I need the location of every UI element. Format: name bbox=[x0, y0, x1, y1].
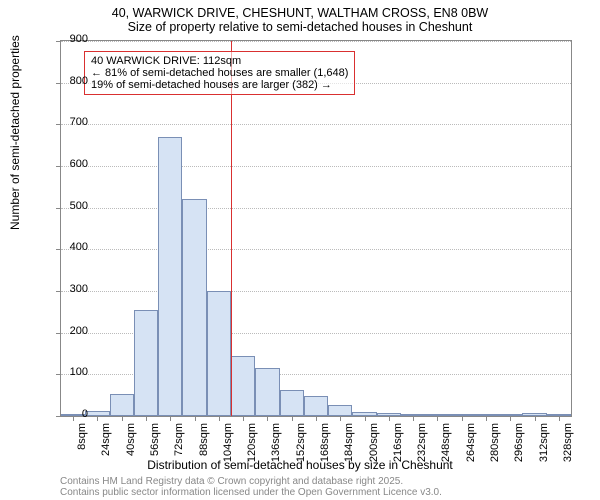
x-tick-label: 120sqm bbox=[246, 423, 258, 463]
y-tick-label: 800 bbox=[58, 75, 88, 87]
x-tick-label: 280sqm bbox=[489, 423, 501, 463]
histogram-bar bbox=[85, 411, 109, 416]
annotation-line: 40 WARWICK DRIVE: 112sqm bbox=[91, 55, 348, 67]
histogram-bar bbox=[425, 414, 449, 416]
x-tick-label: 88sqm bbox=[198, 423, 210, 463]
y-tick-label: 300 bbox=[58, 283, 88, 295]
x-tick-mark bbox=[413, 416, 414, 421]
x-tick-label: 24sqm bbox=[100, 423, 112, 463]
y-tick-label: 200 bbox=[58, 325, 88, 337]
histogram-bar bbox=[328, 405, 352, 416]
y-gridline bbox=[61, 249, 571, 250]
x-tick-mark bbox=[559, 416, 560, 421]
x-tick-label: 312sqm bbox=[538, 423, 550, 463]
x-tick-label: 136sqm bbox=[270, 423, 282, 463]
x-tick-label: 328sqm bbox=[562, 423, 574, 463]
histogram-bar bbox=[522, 413, 546, 416]
chart-title-main: 40, WARWICK DRIVE, CHESHUNT, WALTHAM CRO… bbox=[0, 0, 600, 20]
chart-container: 40, WARWICK DRIVE, CHESHUNT, WALTHAM CRO… bbox=[0, 0, 600, 500]
x-tick-mark bbox=[97, 416, 98, 421]
x-tick-label: 200sqm bbox=[368, 423, 380, 463]
histogram-bar bbox=[352, 412, 376, 416]
footer-line-2: Contains public sector information licen… bbox=[60, 487, 442, 498]
footer-line-1: Contains HM Land Registry data © Crown c… bbox=[60, 476, 403, 487]
x-tick-mark bbox=[316, 416, 317, 421]
x-tick-mark bbox=[195, 416, 196, 421]
x-tick-mark bbox=[170, 416, 171, 421]
y-tick-label: 900 bbox=[58, 33, 88, 45]
x-tick-mark bbox=[437, 416, 438, 421]
x-tick-mark bbox=[292, 416, 293, 421]
x-tick-label: 104sqm bbox=[222, 423, 234, 463]
x-tick-label: 232sqm bbox=[416, 423, 428, 463]
x-tick-mark bbox=[510, 416, 511, 421]
reference-line bbox=[231, 41, 232, 416]
annotation-line: 19% of semi-detached houses are larger (… bbox=[91, 79, 348, 91]
x-tick-mark bbox=[146, 416, 147, 421]
y-gridline bbox=[61, 124, 571, 125]
x-tick-label: 40sqm bbox=[125, 423, 137, 463]
histogram-bar bbox=[498, 414, 522, 416]
x-tick-label: 72sqm bbox=[173, 423, 185, 463]
histogram-bar bbox=[547, 414, 571, 416]
x-tick-label: 248sqm bbox=[440, 423, 452, 463]
histogram-bar bbox=[255, 368, 279, 416]
annotation-line: ← 81% of semi-detached houses are smalle… bbox=[91, 67, 348, 79]
x-tick-mark bbox=[486, 416, 487, 421]
histogram-bar bbox=[401, 414, 425, 416]
histogram-bar bbox=[158, 137, 182, 416]
y-gridline bbox=[61, 291, 571, 292]
x-tick-label: 184sqm bbox=[343, 423, 355, 463]
histogram-bar bbox=[231, 356, 255, 416]
annotation-box: 40 WARWICK DRIVE: 112sqm← 81% of semi-de… bbox=[84, 51, 355, 95]
x-tick-mark bbox=[340, 416, 341, 421]
x-tick-mark bbox=[243, 416, 244, 421]
x-tick-label: 296sqm bbox=[513, 423, 525, 463]
y-tick-label: 700 bbox=[58, 116, 88, 128]
x-tick-mark bbox=[122, 416, 123, 421]
y-tick-label: 500 bbox=[58, 200, 88, 212]
histogram-bar bbox=[377, 413, 401, 416]
x-tick-mark bbox=[389, 416, 390, 421]
y-tick-label: 600 bbox=[58, 158, 88, 170]
y-gridline bbox=[61, 208, 571, 209]
y-gridline bbox=[61, 166, 571, 167]
histogram-bar bbox=[134, 310, 158, 416]
histogram-bar bbox=[474, 414, 498, 416]
y-axis-label: Number of semi-detached properties bbox=[8, 35, 22, 230]
y-tick-label: 0 bbox=[58, 408, 88, 420]
x-tick-mark bbox=[219, 416, 220, 421]
x-tick-mark bbox=[535, 416, 536, 421]
histogram-bar bbox=[207, 291, 231, 416]
x-tick-mark bbox=[267, 416, 268, 421]
histogram-bar bbox=[280, 390, 304, 416]
histogram-bar bbox=[304, 396, 328, 416]
chart-title-sub: Size of property relative to semi-detach… bbox=[0, 20, 600, 34]
y-tick-label: 400 bbox=[58, 241, 88, 253]
y-tick-label: 100 bbox=[58, 366, 88, 378]
histogram-bar bbox=[450, 414, 474, 416]
histogram-bar bbox=[182, 199, 206, 416]
x-tick-label: 168sqm bbox=[319, 423, 331, 463]
x-tick-label: 264sqm bbox=[465, 423, 477, 463]
x-tick-label: 8sqm bbox=[76, 423, 88, 463]
x-tick-label: 152sqm bbox=[295, 423, 307, 463]
x-tick-label: 216sqm bbox=[392, 423, 404, 463]
y-gridline bbox=[61, 41, 571, 42]
histogram-bar bbox=[110, 394, 134, 416]
x-tick-label: 56sqm bbox=[149, 423, 161, 463]
plot-area: 40 WARWICK DRIVE: 112sqm← 81% of semi-de… bbox=[60, 40, 572, 417]
x-tick-mark bbox=[365, 416, 366, 421]
x-tick-mark bbox=[462, 416, 463, 421]
